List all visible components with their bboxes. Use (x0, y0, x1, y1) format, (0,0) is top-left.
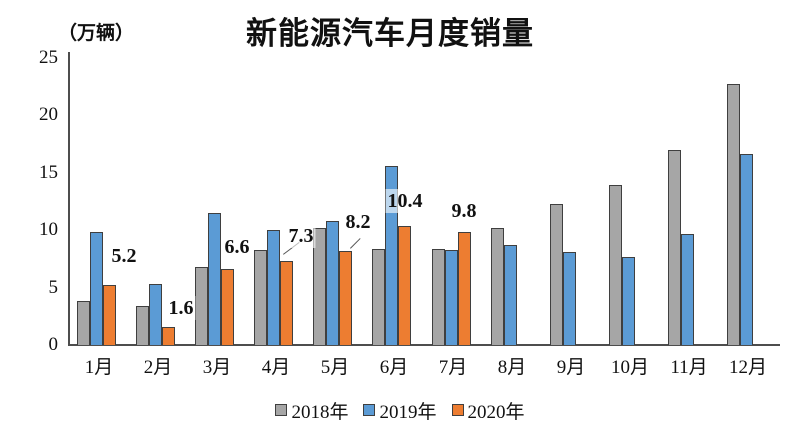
bar-2019年-1月 (90, 232, 103, 345)
x-tick-label: 9月 (556, 357, 586, 378)
bar-2019年-2月 (149, 284, 162, 345)
bar-2019年-4月 (267, 230, 280, 345)
bar-group-12月 (727, 84, 766, 345)
bar-2018年-4月 (254, 250, 267, 345)
bar-2019年-3月 (208, 213, 221, 345)
data-label: 5.2 (109, 244, 139, 268)
x-tick-label: 10月 (610, 357, 649, 378)
bar-2018年-5月 (313, 228, 326, 345)
bar-2018年-12月 (727, 84, 740, 345)
bar-group-7月 (432, 232, 471, 345)
legend-item-2020: 2020年 (451, 397, 525, 424)
bar-2018年-9月 (550, 204, 563, 345)
data-label: 9.8 (449, 199, 479, 223)
y-tick-label: 20 (39, 104, 58, 125)
bar-group-8月 (491, 228, 530, 345)
x-tick-label: 12月 (728, 357, 767, 378)
legend-swatch-2019 (363, 404, 376, 416)
legend-label-2020: 2020年 (467, 401, 525, 423)
bar-2019年-12月 (740, 154, 753, 345)
legend-label-2019: 2019年 (379, 401, 437, 423)
bar-2018年-1月 (77, 301, 90, 345)
bar-2020年-6月 (398, 226, 411, 345)
data-label: 6.6 (222, 235, 252, 259)
bar-2020年-3月 (221, 269, 234, 345)
y-tick-label: 25 (39, 47, 58, 68)
x-tick-label: 2月 (143, 357, 173, 378)
x-tick-label: 8月 (497, 357, 527, 378)
y-tick-label: 15 (39, 162, 58, 183)
bar-2020年-2月 (162, 327, 175, 345)
data-label: 8.2 (343, 210, 373, 234)
y-tick-label: 5 (48, 277, 59, 298)
y-axis-line (68, 52, 70, 346)
data-label: 7.3 (286, 224, 316, 248)
legend-swatch-2020 (451, 404, 464, 416)
bar-group-4月 (254, 230, 293, 345)
chart-title: 新能源汽车月度销量 (246, 16, 534, 51)
bar-2018年-7月 (432, 249, 445, 345)
x-tick-label: 4月 (261, 357, 291, 378)
bar-2020年-1月 (103, 285, 116, 345)
bar-2018年-2月 (136, 306, 149, 345)
plot-area: 5.2 1.6 6.6 7.3 8.2 10.4 9.8 (69, 57, 778, 345)
y-tick-label: 0 (48, 334, 59, 355)
bar-group-1月 (77, 232, 116, 345)
x-tick-label: 11月 (670, 357, 708, 378)
legend-swatch-2018 (275, 404, 288, 416)
x-tick-label: 7月 (438, 357, 468, 378)
bar-group-9月 (550, 204, 589, 345)
legend-item-2018: 2018年 (275, 397, 348, 424)
bar-2019年-8月 (504, 245, 517, 345)
bar-2019年-7月 (445, 250, 458, 345)
bar-2019年-9月 (563, 252, 576, 345)
x-axis-line (68, 344, 780, 346)
bar-2018年-6月 (372, 249, 385, 345)
bar-2018年-8月 (491, 228, 504, 345)
bar-group-5月 (313, 221, 352, 345)
legend: 2018年 2019年 2020年 (0, 397, 800, 424)
x-tick-label: 1月 (84, 357, 114, 378)
bar-group-3月 (195, 213, 234, 345)
data-label: 1.6 (166, 296, 196, 320)
bar-group-10月 (609, 185, 648, 345)
bar-group-2月 (136, 284, 175, 345)
y-tick-label: 10 (39, 219, 58, 240)
legend-label-2018: 2018年 (291, 401, 349, 423)
bar-group-11月 (668, 150, 707, 345)
bar-2020年-7月 (458, 232, 471, 345)
bar-2019年-11月 (681, 234, 694, 345)
bar-2019年-5月 (326, 221, 339, 345)
x-tick-label: 6月 (379, 357, 409, 378)
legend-item-2019: 2019年 (363, 397, 437, 424)
x-tick-label: 3月 (202, 357, 232, 378)
bar-2018年-3月 (195, 267, 208, 345)
x-tick-label: 5月 (320, 357, 350, 378)
bar-2020年-4月 (280, 261, 293, 345)
data-label: 10.4 (385, 189, 425, 213)
y-axis-unit-label: （万辆） (58, 23, 135, 44)
bar-2018年-10月 (609, 185, 622, 345)
bar-2018年-11月 (668, 150, 681, 345)
bar-2020年-5月 (339, 251, 352, 345)
bar-2019年-10月 (622, 257, 635, 345)
